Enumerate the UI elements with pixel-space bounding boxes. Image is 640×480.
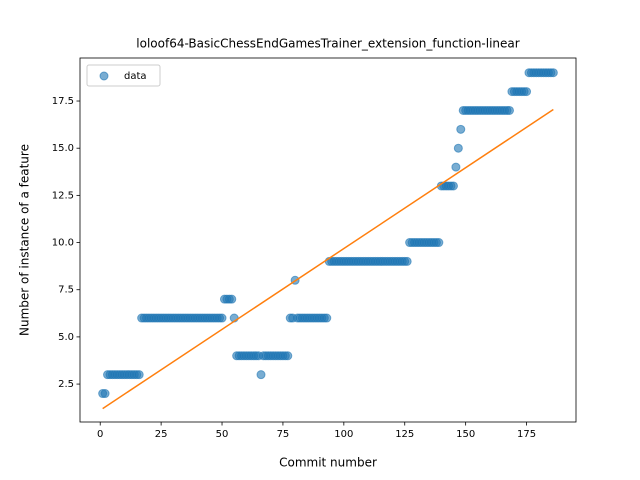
x-axis-label: Commit number [279,456,377,470]
chart-title: loloof64-BasicChessEndGamesTrainer_exten… [136,37,519,51]
data-point [227,294,237,304]
fit-line [102,108,554,410]
x-tick-label: 100 [334,429,353,440]
data-point [322,313,332,323]
data-point [217,313,227,323]
data-point [451,162,461,172]
y-axis-label: Number of instance of a feature [18,144,32,336]
data-point [548,68,558,78]
y-tick-label: 10.0 [52,238,74,249]
data-point [434,238,444,248]
data-point [100,389,110,399]
data-point [453,143,463,153]
data-point [522,87,532,97]
data-point [134,370,144,380]
plot-frame [79,57,577,423]
data-point [448,181,458,191]
data-point [504,105,514,115]
x-tick-label: 150 [456,429,475,440]
x-tick-label: 175 [517,429,536,440]
legend-marker [99,71,109,81]
data-point [402,256,412,266]
data-point [283,351,293,361]
x-tick-label: 25 [155,429,168,440]
y-tick-label: 12.5 [52,190,74,201]
x-tick-label: 125 [395,429,414,440]
data-point [256,370,266,380]
y-tick-label: 15.0 [52,143,74,154]
x-tick-label: 0 [97,429,103,440]
x-tick-label: 75 [277,429,290,440]
y-tick-label: 17.5 [52,96,74,107]
legend-label: data [124,71,147,82]
legend-box [86,64,161,87]
y-tick-label: 5.0 [58,332,74,343]
y-tick-label: 7.5 [58,285,74,296]
y-tick-label: 2.5 [58,379,74,390]
x-tick-label: 50 [216,429,229,440]
data-point [456,124,466,134]
